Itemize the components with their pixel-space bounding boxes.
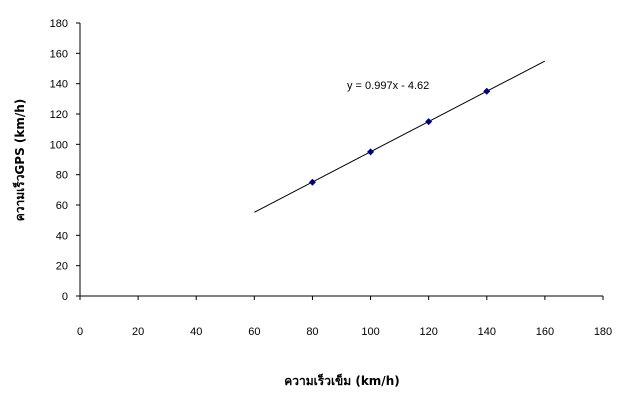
x-tick-label: 180 xyxy=(594,326,612,338)
y-axis-title: ความเร็วGPS (km/h) xyxy=(12,99,27,222)
x-tick-label: 0 xyxy=(77,326,83,338)
x-tick-label: 140 xyxy=(478,326,496,338)
x-tick-label: 20 xyxy=(132,326,144,338)
trendline-equation: y = 0.997x - 4.62 xyxy=(347,80,429,92)
data-point xyxy=(308,178,316,186)
x-tick-label: 120 xyxy=(419,326,437,338)
x-axis-ticks: 0 20 40 60 80 100 120 140 160 180 xyxy=(77,296,612,338)
y-tick-label: 140 xyxy=(50,79,68,91)
y-axis-ticks: 0 20 40 60 80 100 120 140 160 180 xyxy=(50,18,80,303)
y-tick-label: 60 xyxy=(56,200,68,212)
y-tick-label: 120 xyxy=(50,109,68,121)
x-tick-label: 160 xyxy=(536,326,554,338)
data-point xyxy=(483,87,491,95)
y-tick-label: 180 xyxy=(50,18,68,30)
axes xyxy=(79,23,603,297)
trendline-group xyxy=(254,60,546,213)
x-tick-label: 40 xyxy=(190,326,202,338)
y-tick-label: 160 xyxy=(50,48,68,60)
data-point xyxy=(367,148,375,156)
x-tick-label: 100 xyxy=(361,326,379,338)
y-tick-label: 40 xyxy=(56,230,68,242)
y-tick-label: 20 xyxy=(56,261,68,273)
data-point xyxy=(425,118,433,126)
x-axis-title: ความเร็วเข็ม (km/h) xyxy=(284,373,399,388)
y-tick-label: 80 xyxy=(56,170,68,182)
x-tick-label: 80 xyxy=(306,326,318,338)
y-tick-label: 100 xyxy=(50,139,68,151)
data-points xyxy=(308,87,491,186)
trendline xyxy=(254,60,546,213)
y-tick-label: 0 xyxy=(62,291,68,303)
x-tick-label: 60 xyxy=(248,326,260,338)
